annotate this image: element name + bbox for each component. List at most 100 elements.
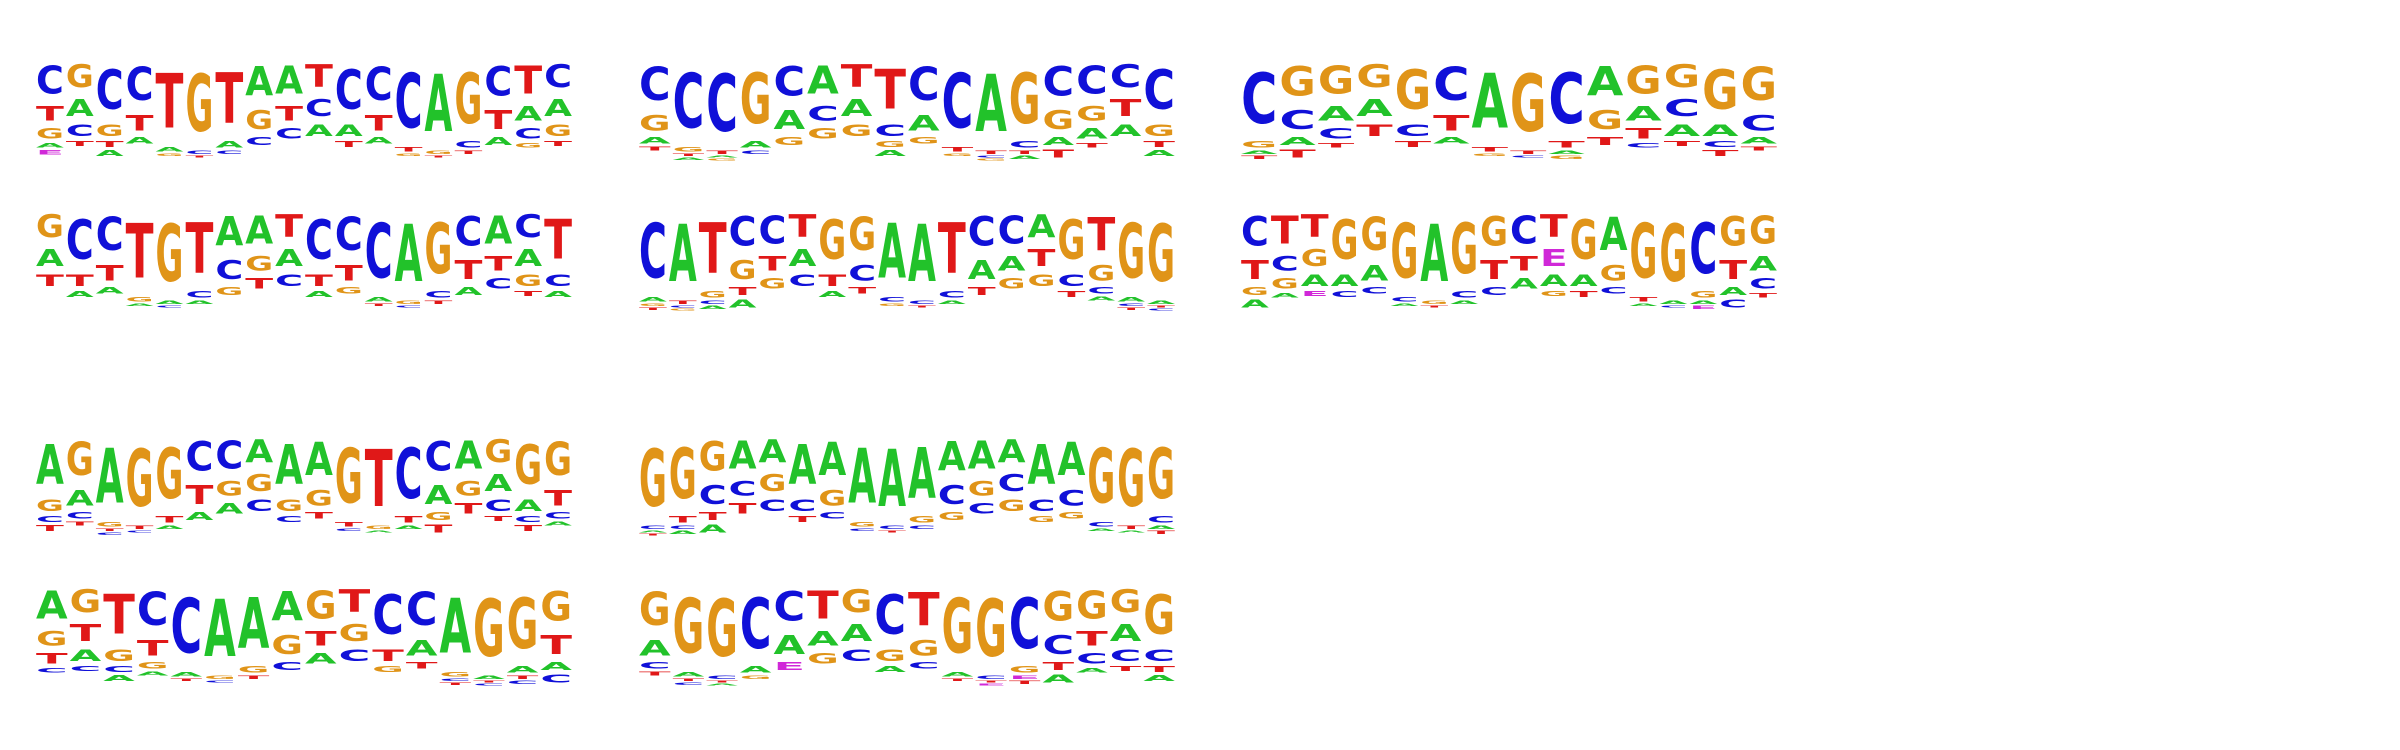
logo-letter-T: T [1587, 136, 1624, 148]
logo-letter-T: T [942, 678, 974, 682]
logo-letter-C: C [395, 435, 423, 516]
logo-letter-T: T [639, 671, 671, 677]
logo-letter-A: A [540, 661, 572, 673]
logo-column: CAT [365, 210, 393, 307]
logo-letter-T: T [1087, 209, 1115, 262]
logo-letter-A: A [841, 95, 873, 122]
logo-letter-T: T [365, 433, 393, 525]
logo-letter-G: G [1356, 59, 1392, 96]
logo-letter-A: A [275, 58, 303, 103]
logo-letter-C: C [874, 121, 906, 139]
logo-column: TGC [339, 584, 371, 665]
logo-letter-T: T [305, 272, 333, 290]
logo-letter-C: C [1664, 95, 1700, 121]
logo-letter-A: A [544, 95, 573, 121]
logo-letter-A: A [1420, 209, 1448, 300]
logo-letter-A: A [1117, 530, 1145, 533]
logo-letter-C: C [215, 150, 243, 155]
logo-letter-G: G [1480, 209, 1508, 255]
logo-letter-A: A [669, 530, 697, 535]
logo-letter-A: A [1361, 261, 1389, 285]
logo-letter-T: T [1147, 530, 1175, 535]
logo-letter-G: G [1318, 59, 1354, 103]
logo-letter-A: A [740, 665, 772, 675]
logo-letter-A: A [425, 59, 453, 150]
logo-letter-A: A [1143, 149, 1175, 158]
logo-letter-A: A [1110, 620, 1142, 647]
logo-letter-A: A [1318, 104, 1355, 126]
logo-letter-T: T [1570, 290, 1598, 299]
logo-letter-T: T [1625, 126, 1662, 142]
logo-letter-C: C [1009, 140, 1041, 150]
logo-letter-A: A [1087, 296, 1115, 302]
logo-letter-G: G [215, 286, 243, 298]
logo-column: CAG [998, 210, 1027, 293]
logo-column: TGC [908, 583, 940, 671]
logo-letter-T: T [1009, 150, 1041, 155]
logo-letter-C: C [185, 150, 213, 155]
logo-letter-T: T [339, 584, 371, 620]
logo-letter-G: G [968, 478, 996, 501]
logo-letter-A: A [639, 136, 671, 146]
logo-letter-C: C [1076, 58, 1108, 103]
logo-letter-A: A [544, 290, 573, 299]
logo-letter-T: T [305, 58, 333, 95]
logo-column: CAT [335, 60, 364, 149]
logo-letter-C: C [66, 210, 94, 272]
logo-letter-A: A [204, 583, 236, 675]
logo-letter-T: T [1028, 245, 1056, 272]
logo-letter-G: G [759, 276, 787, 292]
logo-letter-G: G [1510, 60, 1546, 151]
logo-letter-C: C [788, 496, 816, 514]
logo-column: GCT [1395, 58, 1431, 149]
logo-letter-G: G [1043, 585, 1075, 631]
logo-letter-T: T [36, 103, 64, 126]
logo-letter-A: A [1043, 136, 1075, 148]
logo-letter-T: T [66, 521, 94, 527]
logo-letter-T: T [425, 155, 453, 158]
logo-letter-G: G [1087, 261, 1115, 285]
logo-letter-C: C [204, 680, 236, 683]
logo-letter-G: G [372, 665, 404, 674]
logo-letter-A: A [66, 95, 95, 121]
logo-letter-G: G [96, 521, 124, 528]
logo-letter-T: T [1510, 150, 1547, 155]
logo-letter-C: C [908, 300, 936, 305]
logo-letter-A: A [807, 59, 839, 104]
logo-letter-C: C [759, 496, 787, 514]
logo-letter-G: G [36, 126, 64, 142]
logo-letter-A: A [759, 433, 787, 469]
logo-letter-A: A [1625, 104, 1662, 126]
logo-column: GAC [841, 584, 873, 665]
logo-letter-C: C [156, 305, 184, 308]
logo-letter-C: C [275, 271, 303, 289]
logo-letter-A: A [841, 620, 873, 647]
logo-column: GTA [1117, 435, 1145, 533]
logo-letter-G: G [305, 584, 337, 629]
logo-letter-T: T [103, 583, 135, 646]
logo-letter-A: A [156, 300, 184, 305]
logo-letter-A: A [271, 583, 303, 631]
logo-letter-A: A [473, 675, 505, 680]
logo-letter-C: C [454, 209, 482, 255]
logo-letter-T: T [185, 209, 213, 290]
logo-letter-T: T [215, 59, 243, 140]
logo-letter-G: G [1548, 155, 1584, 160]
logo-letter-C: C [1143, 646, 1175, 664]
logo-column: GCA [1390, 208, 1418, 307]
logo-column: GAC [156, 210, 184, 308]
logo-column: GCT [185, 60, 213, 158]
logo-letter-G: G [425, 150, 453, 155]
